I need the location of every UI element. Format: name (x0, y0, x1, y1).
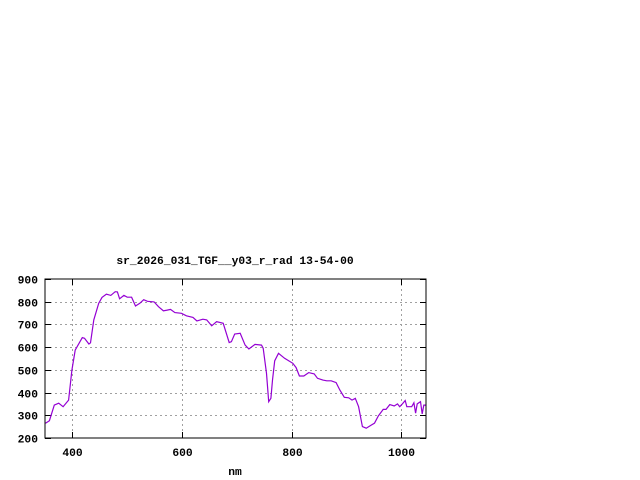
series-group (45, 291, 426, 429)
ticks: 200 300 400 500 600 700 800 900 400 600 800 1000 (18, 276, 426, 460)
y-tick-label: 300 (18, 412, 39, 424)
x-tick-label: 1000 (388, 448, 415, 460)
y-tick-label: 800 (18, 299, 39, 311)
x-tick-label: 400 (62, 448, 83, 460)
x-axis-label: nm (228, 467, 242, 479)
grid (45, 279, 426, 438)
y-tick-label: 500 (18, 367, 39, 379)
y-tick-label: 200 (18, 435, 39, 447)
spectrum-line (45, 291, 426, 429)
y-tick-label: 700 (18, 321, 39, 333)
x-tick-label: 600 (172, 448, 193, 460)
y-tick-label: 900 (18, 276, 39, 288)
plot-frame (44, 278, 427, 439)
chart-title: sr_2026_031_TGF__y03_r_rad 13-54-00 (116, 256, 353, 268)
y-tick-label: 400 (18, 390, 39, 402)
x-tick-label: 800 (282, 448, 303, 460)
y-tick-label: 600 (18, 344, 39, 356)
